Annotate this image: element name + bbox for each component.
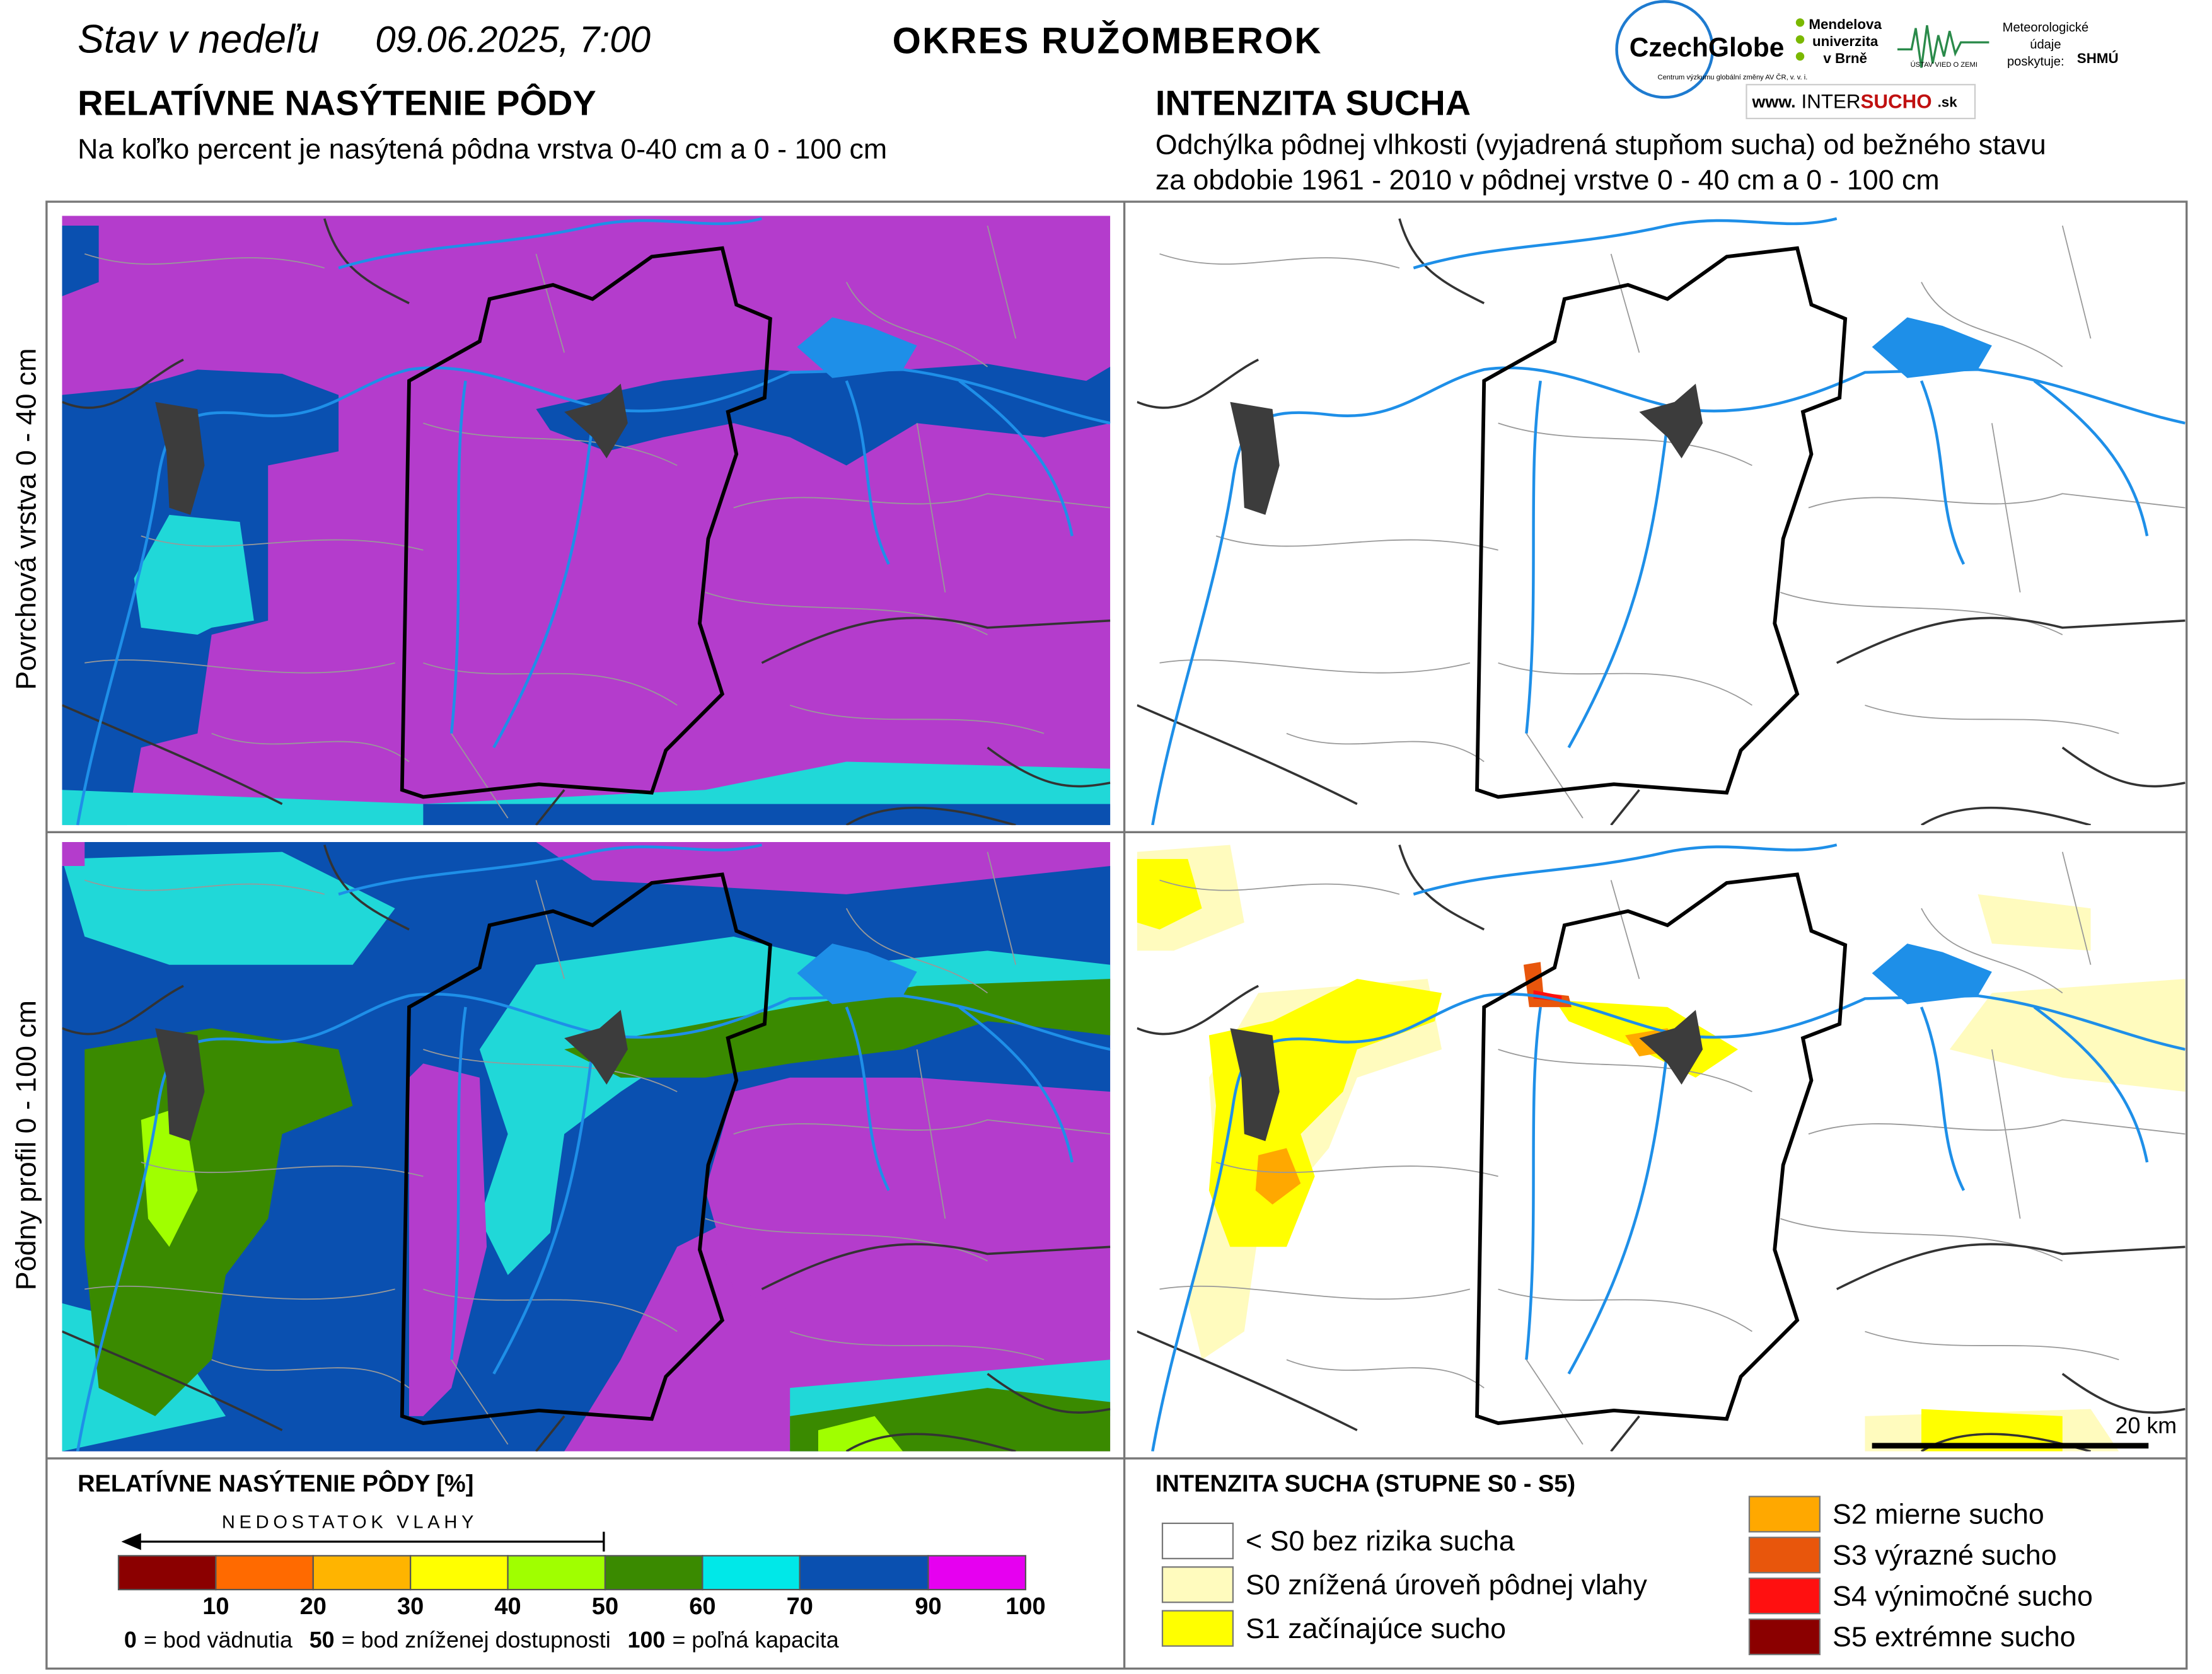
legend-label: S2 mierne sucho — [1833, 1499, 2044, 1530]
logo-czechglobe-sub: Centrum výzkumu globální změny AV ČR, v.… — [1658, 73, 1808, 81]
logo-uvz: ÚSTAV VIED O ZEMI — [1911, 61, 1977, 69]
legend-label: S1 začínajúce sucho — [1246, 1613, 1506, 1644]
colorbar-segment — [799, 1555, 929, 1591]
colorbar-segment — [604, 1555, 704, 1591]
logo-ring — [1615, 0, 1715, 99]
colorbar-tick-label: 10 — [202, 1593, 229, 1620]
legend-swatch — [1161, 1522, 1234, 1559]
date: 09.06.2025, 7:00 — [375, 20, 651, 61]
colorbar-segment — [312, 1555, 412, 1591]
colorbar-tick-label: 100 — [1005, 1593, 1045, 1620]
right-subtitle: za obdobie 1961 - 2010 v pôdnej vrstve 0… — [1155, 165, 1940, 196]
map-drought-profile — [1137, 842, 2186, 1452]
legend-swatch — [1748, 1496, 1821, 1533]
logo-dot — [1795, 18, 1805, 27]
right-subtitle: Odchýlka pôdnej vlhkosti (vyjadrená stup… — [1155, 129, 2046, 161]
colorbar-tick-label: 50 — [592, 1593, 618, 1620]
legend-label: S3 výrazné sucho — [1833, 1539, 2057, 1571]
colorbar-tick-label: 40 — [494, 1593, 521, 1620]
logo-intersucho: www. INTERSUCHO .sk — [1751, 91, 1957, 113]
logo-mendelu: Mendelova — [1809, 16, 1882, 32]
colorbar-segment — [215, 1555, 314, 1591]
colorbar: 10 20 30 40 50 60 70 90 100 — [117, 1555, 1046, 1620]
map-saturation-surface — [62, 216, 1111, 826]
right-title: INTENZITA SUCHA — [1155, 83, 1471, 123]
legend-swatch — [1161, 1610, 1234, 1647]
logo-shmu: SHMÚ — [2077, 50, 2119, 66]
logo-meteo: údaje — [2030, 38, 2061, 52]
legend-label: S4 výnimočné sucho — [1833, 1580, 2093, 1612]
map-fill — [62, 842, 1111, 1416]
logo-czechglobe: CzechGlobe — [1630, 33, 1785, 63]
colorbar-segment — [410, 1555, 509, 1591]
legend-label: S0 znížená úroveň pôdnej vlahy — [1246, 1569, 1648, 1600]
logo-dot — [1795, 52, 1805, 61]
colorbar-segment — [117, 1555, 217, 1591]
map-fill — [536, 364, 1111, 466]
legend-title: INTENZITA SUCHA (STUPNE S0 - S5) — [1155, 1471, 1575, 1498]
logo-dot — [1795, 35, 1805, 44]
map-drought-surface — [1137, 216, 2186, 826]
map-fill — [62, 514, 1111, 826]
colorbar-tick-label: 20 — [300, 1593, 327, 1620]
logo-mendelu: univerzita — [1812, 33, 1879, 49]
legend-swatch — [1161, 1566, 1234, 1603]
legend-label: < S0 bez rizika sucha — [1246, 1525, 1515, 1557]
scale-label: 20 km — [2116, 1413, 2177, 1438]
colorbar-tick-label: 60 — [689, 1593, 715, 1620]
colorbar-segment — [927, 1555, 1027, 1591]
legend-footnote: 0 = bod vädnutia 50 = bod zníženej dostupno… — [124, 1627, 839, 1653]
colorbar-tick-label: 30 — [397, 1593, 424, 1620]
arrow-head — [121, 1533, 141, 1550]
logo-meteo: poskytuje: — [2007, 55, 2064, 69]
left-subtitle: Na koľko percent je nasýtená pôdna vrstv… — [78, 133, 887, 165]
legend-title: RELATÍVNE NASÝTENIE PÔDY [%] — [78, 1469, 473, 1498]
row-label: Povrchová vrstva 0 - 40 cm — [11, 348, 42, 690]
row-label: Pôdny profil 0 - 100 cm — [11, 1000, 42, 1290]
colorbar-tick-label: 90 — [915, 1593, 941, 1620]
left-title: RELATÍVNE NASÝTENIE PÔDY — [78, 83, 596, 123]
frame — [45, 200, 2188, 1670]
legend-swatch — [1748, 1537, 1821, 1574]
map-fill — [1255, 1028, 1682, 1205]
colorbar-segment — [702, 1555, 801, 1591]
logo-intersucho-box — [1746, 84, 1976, 120]
logo-meteo: Meteorologické — [2003, 21, 2088, 35]
colorbar-segment — [507, 1555, 606, 1591]
legend-label: S5 extrémne sucho — [1833, 1621, 2076, 1653]
region: OKRES RUŽOMBEROK — [893, 21, 1323, 62]
map-fill — [1137, 216, 2186, 826]
legend-swatch — [1748, 1578, 1821, 1615]
map-fill — [1137, 858, 2063, 1452]
colorbar-tick-label: 70 — [787, 1593, 813, 1620]
map-saturation-profile — [62, 842, 1111, 1452]
day-label: Stav v nedeľu — [78, 18, 319, 62]
logo-mendelu: v Brně — [1823, 50, 1867, 66]
logo-uvz-mark — [1897, 25, 1989, 68]
drought-legend: < S0 bez rizika sucha S0 znížená úroveň p… — [1161, 1496, 2093, 1656]
map-fill — [84, 979, 1111, 1452]
arrow-label: NEDOSTATOK VLAHY — [222, 1513, 478, 1533]
legend-swatch — [1748, 1618, 1821, 1656]
logos: CzechGlobe Centrum výzkumu globální změn… — [1615, 0, 2119, 120]
